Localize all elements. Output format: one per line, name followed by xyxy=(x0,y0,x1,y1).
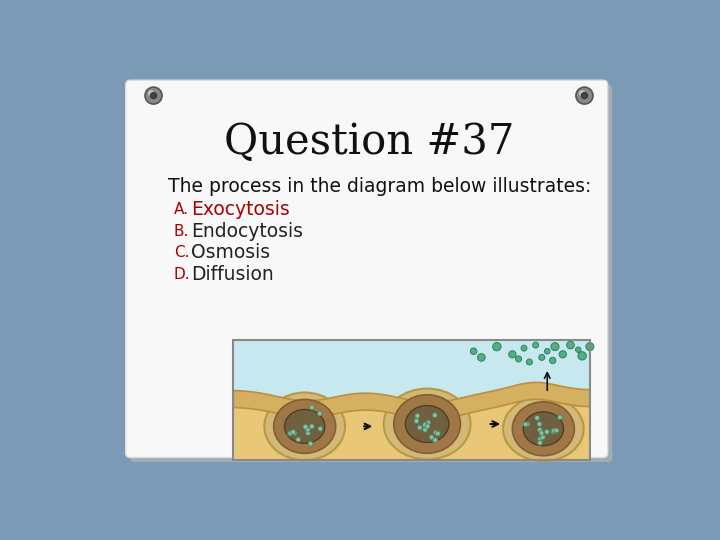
Circle shape xyxy=(537,422,542,427)
Circle shape xyxy=(145,87,162,104)
Text: The process in the diagram below illustrates:: The process in the diagram below illustr… xyxy=(168,177,591,196)
Circle shape xyxy=(578,352,586,360)
Ellipse shape xyxy=(405,406,449,442)
Text: A.: A. xyxy=(174,202,189,217)
Circle shape xyxy=(433,437,438,443)
Circle shape xyxy=(537,440,542,445)
Circle shape xyxy=(537,428,542,433)
Circle shape xyxy=(551,342,559,350)
Circle shape xyxy=(523,422,528,427)
Circle shape xyxy=(308,441,313,446)
Circle shape xyxy=(540,435,545,440)
Circle shape xyxy=(538,436,543,441)
Text: Exocytosis: Exocytosis xyxy=(191,200,289,219)
Ellipse shape xyxy=(503,396,584,461)
Circle shape xyxy=(533,342,539,348)
Circle shape xyxy=(551,429,556,434)
Circle shape xyxy=(579,90,585,96)
Circle shape xyxy=(414,418,419,423)
Circle shape xyxy=(296,437,301,442)
Ellipse shape xyxy=(274,400,336,454)
Circle shape xyxy=(423,422,428,428)
Bar xyxy=(233,340,590,398)
Ellipse shape xyxy=(523,412,564,445)
Circle shape xyxy=(304,426,308,430)
Circle shape xyxy=(291,430,296,435)
Circle shape xyxy=(586,343,594,350)
Text: Question #37: Question #37 xyxy=(224,121,514,163)
Circle shape xyxy=(470,348,477,355)
Circle shape xyxy=(552,428,557,433)
Circle shape xyxy=(539,354,545,360)
Circle shape xyxy=(509,350,516,358)
Circle shape xyxy=(535,415,539,420)
Circle shape xyxy=(423,427,428,432)
Circle shape xyxy=(318,411,323,416)
Circle shape xyxy=(150,92,157,99)
Circle shape xyxy=(418,425,422,430)
Circle shape xyxy=(525,422,530,427)
Circle shape xyxy=(288,431,293,436)
Circle shape xyxy=(549,357,556,363)
Ellipse shape xyxy=(513,402,575,456)
Ellipse shape xyxy=(384,389,471,460)
Circle shape xyxy=(567,341,575,349)
Text: D.: D. xyxy=(174,267,190,282)
Bar xyxy=(233,340,590,460)
Circle shape xyxy=(516,356,521,362)
Circle shape xyxy=(318,426,323,431)
Ellipse shape xyxy=(264,393,345,460)
Text: B.: B. xyxy=(174,224,189,239)
Circle shape xyxy=(492,342,501,351)
Circle shape xyxy=(148,90,154,96)
Circle shape xyxy=(305,427,310,432)
Circle shape xyxy=(544,348,550,354)
Circle shape xyxy=(310,405,315,410)
Ellipse shape xyxy=(394,395,461,453)
FancyBboxPatch shape xyxy=(130,85,612,462)
Circle shape xyxy=(432,413,437,417)
Polygon shape xyxy=(233,382,590,419)
Circle shape xyxy=(429,435,434,440)
Circle shape xyxy=(433,430,438,435)
Circle shape xyxy=(557,415,562,420)
Text: Diffusion: Diffusion xyxy=(191,265,274,284)
Circle shape xyxy=(426,420,431,425)
Circle shape xyxy=(415,414,420,418)
Circle shape xyxy=(425,424,430,429)
Circle shape xyxy=(303,424,308,429)
Circle shape xyxy=(554,428,559,433)
Circle shape xyxy=(576,87,593,104)
Circle shape xyxy=(423,422,428,427)
Circle shape xyxy=(575,347,581,353)
Circle shape xyxy=(526,359,532,365)
Text: Endocytosis: Endocytosis xyxy=(191,221,302,241)
Circle shape xyxy=(477,354,485,361)
Circle shape xyxy=(539,430,544,436)
Text: C.: C. xyxy=(174,245,189,260)
Circle shape xyxy=(424,422,429,427)
Circle shape xyxy=(287,431,292,436)
FancyBboxPatch shape xyxy=(126,80,608,457)
Circle shape xyxy=(544,429,549,434)
Bar xyxy=(233,340,590,460)
Circle shape xyxy=(559,350,567,358)
Circle shape xyxy=(305,430,310,435)
Circle shape xyxy=(581,92,588,99)
Circle shape xyxy=(436,431,440,436)
Circle shape xyxy=(310,424,315,429)
Circle shape xyxy=(521,345,527,351)
Circle shape xyxy=(292,430,297,436)
Ellipse shape xyxy=(284,409,325,443)
Text: Osmosis: Osmosis xyxy=(191,243,270,262)
